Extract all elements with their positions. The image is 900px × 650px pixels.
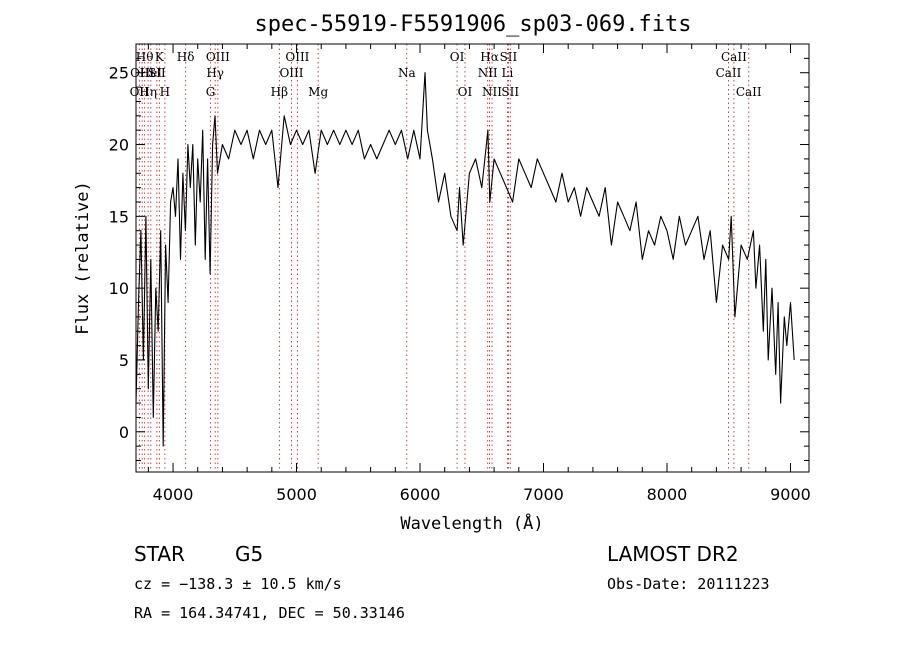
plot-frame (135, 43, 810, 473)
y-axis: 0 5 10 15 20 25 (109, 57, 809, 462)
x-tick-label: 6000 (400, 485, 441, 504)
line-marker-label: SII (500, 50, 518, 64)
chart-title: spec-55919-F5591906_sp03-069.fits (254, 12, 691, 37)
line-marker-label: OIII (206, 50, 230, 64)
redshift-text: cz = −138.3 ± 10.5 km/s (134, 575, 342, 593)
line-marker-label: OI (458, 85, 473, 99)
x-tick-label: 5000 (276, 485, 317, 504)
object-subclass: G5 (235, 542, 264, 566)
line-marker-label: OIII (285, 50, 309, 64)
object-class: STAR (134, 542, 185, 566)
line-marker-label: Hγ (206, 66, 224, 80)
spectrum-series (135, 72, 795, 447)
line-marker-label: Li (502, 66, 514, 80)
survey-name: LAMOST DR2 (607, 542, 739, 566)
line-marker-label: OII (130, 85, 150, 99)
spectrum-line-0 (135, 72, 795, 447)
y-tick-label: 10 (109, 279, 129, 298)
y-axis-label: Flux (relative) (73, 181, 93, 335)
line-marker-label: H (160, 85, 170, 99)
x-tick-label: 7000 (523, 485, 564, 504)
line-marker-label: Mg (308, 85, 328, 99)
x-tick-label: 8000 (647, 485, 688, 504)
line-marker-label: OIII (279, 66, 303, 80)
x-axis: 4000 5000 6000 7000 8000 9000 (147, 44, 811, 504)
observation-date: Obs-Date: 20111223 (607, 575, 770, 593)
line-marker-label: OI (450, 50, 465, 64)
line-marker-label: Hα (480, 50, 499, 64)
y-tick-label: 15 (109, 207, 129, 226)
line-marker-label: Na (398, 66, 416, 80)
line-marker-label: SII (148, 66, 166, 80)
y-tick-label: 20 (109, 136, 129, 155)
y-tick-label: 25 (109, 64, 129, 83)
line-marker-label: CaII (736, 85, 762, 99)
y-tick-label: 0 (119, 423, 129, 442)
line-marker-label: K (155, 50, 165, 64)
line-marker-label: NII (478, 66, 498, 80)
x-tick-label: 4000 (153, 485, 194, 504)
line-marker-label: SII (501, 85, 519, 99)
line-marker-label: Hη (139, 85, 157, 99)
coordinates-text: RA = 164.34741, DEC = 50.33146 (134, 604, 405, 622)
x-axis-label: Wavelength (Å) (400, 512, 543, 534)
line-marker-label: Hβ (271, 85, 288, 99)
line-marker-label: NII (482, 85, 502, 99)
line-markers: OIIOIIIHθHηHeISIIKHHδGHγOIIIHβOIIIOIIIMg… (130, 44, 762, 472)
line-marker-label: CaII (716, 66, 742, 80)
line-marker-label: Hθ (136, 50, 154, 64)
line-marker-label: G (206, 85, 216, 99)
x-tick-label: 9000 (770, 485, 811, 504)
y-tick-label: 5 (119, 351, 129, 370)
line-marker-label: CaII (721, 50, 747, 64)
line-marker-label: Hδ (177, 50, 195, 64)
